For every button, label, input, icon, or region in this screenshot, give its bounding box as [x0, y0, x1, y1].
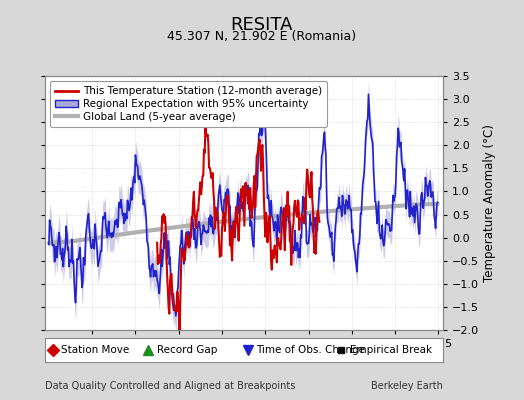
- Text: 45.307 N, 21.902 E (Romania): 45.307 N, 21.902 E (Romania): [168, 30, 356, 43]
- Text: RESITA: RESITA: [231, 16, 293, 34]
- Text: Record Gap: Record Gap: [157, 344, 217, 354]
- Text: Data Quality Controlled and Aligned at Breakpoints: Data Quality Controlled and Aligned at B…: [45, 381, 295, 391]
- Text: Berkeley Earth: Berkeley Earth: [371, 381, 443, 391]
- Legend: This Temperature Station (12-month average), Regional Expectation with 95% uncer: This Temperature Station (12-month avera…: [50, 81, 328, 127]
- Text: Station Move: Station Move: [61, 344, 129, 354]
- Text: Time of Obs. Change: Time of Obs. Change: [256, 344, 365, 354]
- Y-axis label: Temperature Anomaly (°C): Temperature Anomaly (°C): [483, 124, 496, 282]
- Text: Empirical Break: Empirical Break: [350, 344, 432, 354]
